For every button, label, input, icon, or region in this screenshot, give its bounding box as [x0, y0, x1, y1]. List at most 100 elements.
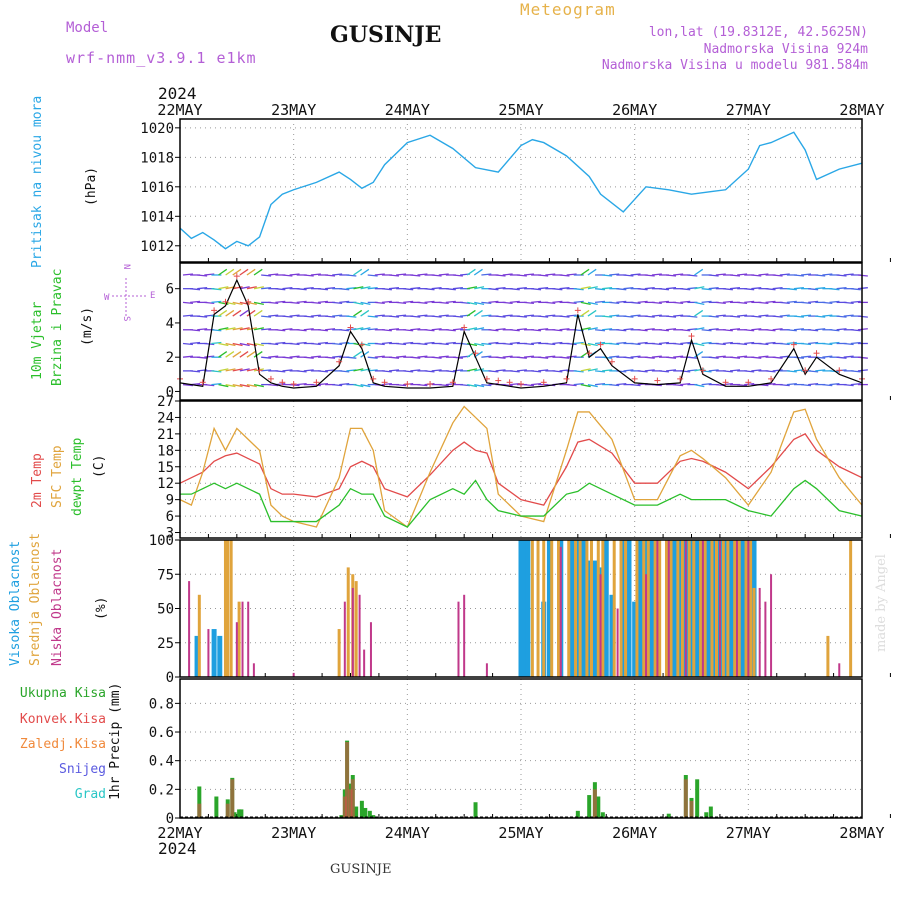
- wind-arrow: [218, 286, 229, 290]
- wind-arrow: [829, 300, 840, 304]
- wind-arrow: [332, 301, 343, 305]
- wind-arrow: [239, 351, 249, 358]
- wind-arrow: [587, 301, 598, 306]
- wind-arrow: [616, 329, 627, 332]
- wind-arrow: [637, 341, 648, 345]
- wind-arrow: [204, 383, 215, 387]
- wind-arrow: [516, 328, 527, 331]
- wind-arrow: [232, 286, 243, 290]
- wind-arrow: [580, 286, 591, 290]
- cloud-mid-bar: [578, 540, 582, 677]
- cloud-mid-bar: [664, 540, 668, 677]
- wind-arrow: [232, 327, 243, 331]
- wind-background: [180, 263, 862, 400]
- wind-arrow: [445, 370, 456, 373]
- wind-arrow: [694, 351, 704, 358]
- wind-arrow: [467, 368, 478, 372]
- y-tick-label: 0.6: [149, 725, 174, 741]
- y-tick-label: 15: [157, 460, 174, 476]
- cloud-mid-bar: [589, 540, 593, 677]
- wind-arrow: [182, 383, 194, 387]
- wind-arrow: [808, 370, 819, 373]
- cloud-mid-bar: [733, 540, 737, 677]
- x-tick-label-top: 28MAY: [839, 101, 884, 119]
- wind-arrow: [473, 268, 483, 276]
- wind-arrow: [239, 309, 249, 317]
- wind-arrow: [644, 274, 655, 277]
- wind-arrow: [609, 355, 620, 358]
- wind-arrow: [516, 287, 527, 290]
- wind-arrow: [857, 328, 868, 331]
- precip-total-bar: [239, 809, 244, 818]
- wind-arrow: [466, 309, 476, 317]
- wind-arrow: [666, 287, 677, 290]
- wind-arrow: [552, 370, 563, 373]
- wind-arrow: [325, 369, 336, 372]
- wind-arrow: [673, 273, 684, 276]
- precip-total-bar: [600, 812, 605, 818]
- wind-arrow: [538, 274, 549, 277]
- cloud-low-bar: [599, 574, 602, 677]
- wind-arrow: [282, 356, 293, 359]
- cloud-high-bar: [581, 540, 587, 677]
- wind-arrow: [552, 288, 563, 291]
- wind-arrow: [325, 328, 336, 331]
- wind-arrow: [545, 301, 556, 305]
- cloud-high-bar: [632, 601, 638, 677]
- wind-arrow: [353, 368, 364, 372]
- wind-arrow: [822, 314, 833, 317]
- wind-arrow: [637, 300, 648, 304]
- wind-arrow: [687, 315, 698, 318]
- wind-arrow: [566, 383, 577, 387]
- wind-arrow: [850, 329, 861, 332]
- wind-arrow: [509, 288, 520, 291]
- wind-arrow: [786, 370, 797, 373]
- cloud-mid-bar: [744, 540, 748, 677]
- y-tick-label: 3: [166, 526, 174, 542]
- cloud-low-bar: [718, 540, 721, 677]
- wind-arrow: [467, 327, 478, 331]
- wind-arrow: [765, 300, 776, 304]
- cloud-mid-bar: [542, 540, 546, 677]
- cloud-low-bar: [616, 608, 619, 677]
- precip-convective-bar: [683, 779, 688, 818]
- wind-arrow: [538, 287, 549, 290]
- wind-arrow: [822, 301, 833, 305]
- cloud-mid-bar: [710, 540, 714, 677]
- wind-arrow: [232, 268, 242, 276]
- cloud-mid-bar: [226, 540, 230, 677]
- model-name: wrf-nmm_v3.9.1 e1km: [66, 49, 257, 67]
- wind-arrow: [587, 286, 598, 290]
- wind-arrow: [765, 382, 776, 386]
- wind-arrow: [516, 356, 527, 359]
- wind-arrow: [573, 370, 584, 373]
- wind-arrow: [744, 341, 755, 345]
- cloud-low-bar: [770, 574, 773, 677]
- wind-arrow: [275, 288, 286, 291]
- wind-arrow: [630, 314, 641, 317]
- precip-convective-bar: [348, 789, 353, 818]
- wind-arrow: [602, 315, 613, 318]
- wind-arrow: [808, 329, 819, 332]
- cloud-mid-bar: [737, 540, 741, 677]
- wind-arrow: [573, 288, 584, 291]
- wind-arrow: [516, 274, 527, 277]
- wind-arrow: [218, 342, 229, 347]
- wind-arrow: [815, 369, 826, 372]
- precip-total-bar: [367, 810, 372, 818]
- cloud-high-bar: [575, 540, 581, 677]
- wind-arrow: [666, 315, 677, 318]
- wind-arrow: [758, 355, 769, 358]
- wind-arrow: [708, 356, 719, 359]
- y-tick-label: 18: [157, 443, 174, 459]
- y-tick-label: 25: [157, 636, 174, 652]
- wind-arrow: [190, 300, 201, 304]
- wind-arrow: [737, 383, 748, 387]
- cloud-high-bar: [518, 540, 524, 677]
- wind-arrow: [744, 288, 755, 291]
- wind-arrow: [509, 300, 520, 304]
- wind-arrow: [452, 328, 463, 331]
- y-tick-label: 9: [166, 493, 174, 509]
- cloud-high-bar: [211, 629, 217, 677]
- wind-arrow: [829, 329, 840, 332]
